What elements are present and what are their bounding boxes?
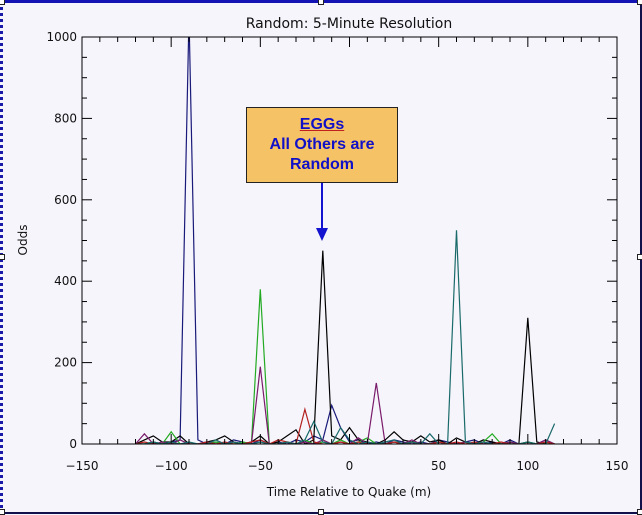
series-line-4: [135, 407, 555, 444]
y-tick-label: 1000: [46, 30, 77, 44]
resize-handle-right[interactable]: [637, 254, 642, 260]
annotation-arrowhead-icon: [316, 228, 328, 241]
series-line-5: [135, 230, 556, 444]
x-tick-label: −100: [155, 459, 188, 473]
series-line-1: [135, 250, 555, 444]
series-line-0: [135, 37, 555, 444]
x-tick-label: −50: [248, 459, 273, 473]
y-tick-label: 400: [54, 274, 77, 288]
y-tick-label: 600: [54, 193, 77, 207]
callout-line-3: Random: [290, 156, 354, 173]
y-tick-label: 0: [69, 437, 77, 451]
chart-title: Random: 5-Minute Resolution: [246, 16, 453, 32]
x-tick-label: 0: [346, 459, 354, 473]
x-tick-label: −150: [66, 459, 99, 473]
callout-line-2: All Others are: [269, 136, 375, 153]
x-tick-label: 150: [606, 459, 629, 473]
resize-handle-top-right[interactable]: [637, 0, 642, 5]
y-axis-label: Odds: [16, 225, 30, 256]
ticks-layer: −150 −100 −50 0 50 100 150 0 200 400 600 800 1000: [46, 30, 628, 473]
series-line-3: [135, 366, 555, 444]
resize-handle-left[interactable]: [0, 254, 5, 260]
series-line-2: [135, 289, 555, 444]
plot-frame: [81, 36, 618, 445]
egg-annotation-callout: EGGs All Others are Random: [246, 107, 398, 183]
resize-handle-top[interactable]: [318, 0, 324, 5]
x-tick-label: 100: [516, 459, 539, 473]
x-tick-label: 50: [431, 459, 446, 473]
x-axis-label: Time Relative to Quake (m): [266, 485, 431, 499]
y-tick-label: 200: [54, 356, 77, 370]
callout-heading: EGGs: [299, 116, 345, 133]
y-tick-label: 800: [54, 111, 77, 125]
resize-handle-top-left[interactable]: [0, 0, 5, 5]
series-layer: [135, 37, 556, 444]
